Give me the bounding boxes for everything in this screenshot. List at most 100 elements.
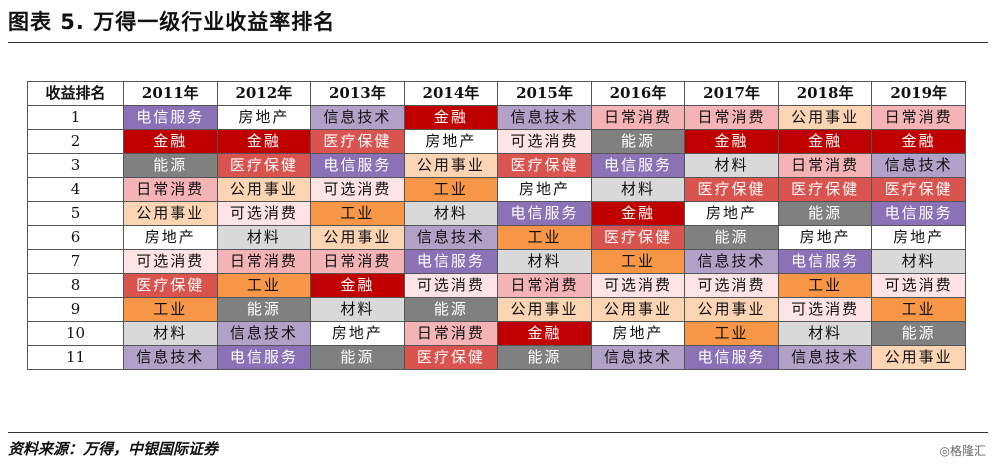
industry-cell: 房地产 [216,105,312,130]
industry-cell: 医疗保健 [590,225,686,250]
industry-cell: 材料 [123,321,218,346]
industry-cell: 电信服务 [123,105,218,130]
table-row: 7 可选消费 日常消费 日常消费 电信服务 材料 工业 信息技术 电信服务 材料 [27,249,966,274]
industry-cell: 金融 [216,129,312,154]
industry-cell: 信息技术 [216,321,312,346]
header-year: 2011年 [123,81,218,106]
industry-cell: 房地产 [310,321,405,346]
table-row: 9 工业 能源 材料 能源 公用事业 公用事业 公用事业 可选消费 工业 [27,297,966,322]
industry-cell: 医疗保健 [684,177,779,202]
industry-cell: 公用事业 [310,225,405,250]
industry-cell: 工业 [310,201,405,226]
industry-cell: 信息技术 [497,105,592,130]
header-year: 2018年 [777,81,873,106]
table-row: 4 日常消费 公用事业 可选消费 工业 房地产 材料 医疗保健 医疗保健 医疗保健 [27,177,966,202]
industry-cell: 信息技术 [310,105,405,130]
rank-number: 8 [27,273,124,298]
header-year: 2015年 [497,81,592,106]
industry-cell: 可选消费 [310,177,405,202]
industry-cell: 可选消费 [684,273,779,298]
industry-cell: 电信服务 [590,153,686,178]
industry-cell: 公用事业 [497,297,592,322]
header-row: 收益排名 2011年 2012年 2013年 2014年 2015年 2016年 2017年… [27,81,966,106]
industry-cell: 工业 [216,273,312,298]
table-row: 3 能源 医疗保健 电信服务 公用事业 医疗保健 电信服务 材料 日常消费 信息技术 [27,153,966,178]
rank-number: 9 [27,297,124,322]
industry-cell: 能源 [590,129,686,154]
industry-cell: 信息技术 [871,153,966,178]
industry-cell: 信息技术 [403,225,499,250]
industry-cell: 公用事业 [777,105,873,130]
table-row: 10 材料 信息技术 房地产 日常消费 金融 房地产 工业 材料 能源 [27,321,966,346]
header-rank-label: 收益排名 [27,81,124,106]
table-row: 11 信息技术 电信服务 能源 医疗保健 能源 信息技术 电信服务 信息技术 公用事业 [27,345,966,370]
rank-number: 10 [27,321,124,346]
industry-cell: 电信服务 [497,201,592,226]
industry-cell: 日常消费 [590,105,686,130]
industry-cell: 电信服务 [777,249,873,274]
rank-number: 4 [27,177,124,202]
industry-cell: 可选消费 [590,273,686,298]
header-year: 2016年 [590,81,686,106]
header-year: 2012年 [216,81,312,106]
industry-cell: 房地产 [403,129,499,154]
industry-cell: 医疗保健 [216,153,312,178]
rank-number: 3 [27,153,124,178]
source-note: 资料来源：万得，中银国际证券 [8,440,219,458]
industry-cell: 能源 [497,345,592,370]
industry-cell: 日常消费 [684,105,779,130]
industry-cell: 金融 [777,129,873,154]
ranking-table: 收益排名 2011年 2012年 2013年 2014年 2015年 2016年 2017年… [27,81,966,370]
industry-cell: 金融 [684,129,779,154]
industry-cell: 日常消费 [123,177,218,202]
industry-cell: 医疗保健 [777,177,873,202]
industry-cell: 房地产 [497,177,592,202]
industry-cell: 能源 [777,201,873,226]
industry-cell: 医疗保健 [497,153,592,178]
industry-cell: 金融 [310,273,405,298]
industry-cell: 材料 [684,153,779,178]
industry-cell: 材料 [403,201,499,226]
industry-cell: 材料 [871,249,966,274]
rank-number: 1 [27,105,124,130]
industry-cell: 公用事业 [871,345,966,370]
rank-number: 2 [27,129,124,154]
industry-cell: 金融 [403,105,499,130]
table-row: 8 医疗保健 工业 金融 可选消费 日常消费 可选消费 可选消费 工业 可选消费 [27,273,966,298]
industry-cell: 工业 [871,297,966,322]
industry-cell: 能源 [310,345,405,370]
industry-cell: 能源 [123,153,218,178]
industry-cell: 金融 [871,129,966,154]
industry-cell: 可选消费 [123,249,218,274]
industry-cell: 工业 [777,273,873,298]
header-year: 2019年 [871,81,966,106]
industry-cell: 可选消费 [497,129,592,154]
industry-cell: 电信服务 [310,153,405,178]
industry-cell: 工业 [684,321,779,346]
industry-cell: 能源 [403,297,499,322]
table-row: 1 电信服务 房地产 信息技术 金融 信息技术 日常消费 日常消费 公用事业 日常消费 [27,105,966,130]
industry-cell: 日常消费 [497,273,592,298]
industry-cell: 可选消费 [871,273,966,298]
industry-cell: 可选消费 [777,297,873,322]
rank-number: 5 [27,201,124,226]
industry-cell: 金融 [123,129,218,154]
figure-title: 图表 5. 万得一级行业收益率排名 [8,10,336,34]
industry-cell: 房地产 [684,201,779,226]
industry-cell: 可选消费 [403,273,499,298]
industry-cell: 工业 [123,297,218,322]
industry-cell: 日常消费 [871,105,966,130]
header-year: 2017年 [684,81,779,106]
industry-cell: 工业 [497,225,592,250]
bottom-rule [8,432,988,433]
industry-cell: 电信服务 [216,345,312,370]
industry-cell: 能源 [216,297,312,322]
industry-cell: 房地产 [123,225,218,250]
industry-cell: 日常消费 [777,153,873,178]
table-row: 6 房地产 材料 公用事业 信息技术 工业 医疗保健 能源 房地产 房地产 [27,225,966,250]
industry-cell: 电信服务 [684,345,779,370]
header-year: 2014年 [403,81,499,106]
industry-cell: 金融 [590,201,686,226]
industry-cell: 工业 [590,249,686,274]
watermark: ◎格隆汇 [939,444,986,458]
